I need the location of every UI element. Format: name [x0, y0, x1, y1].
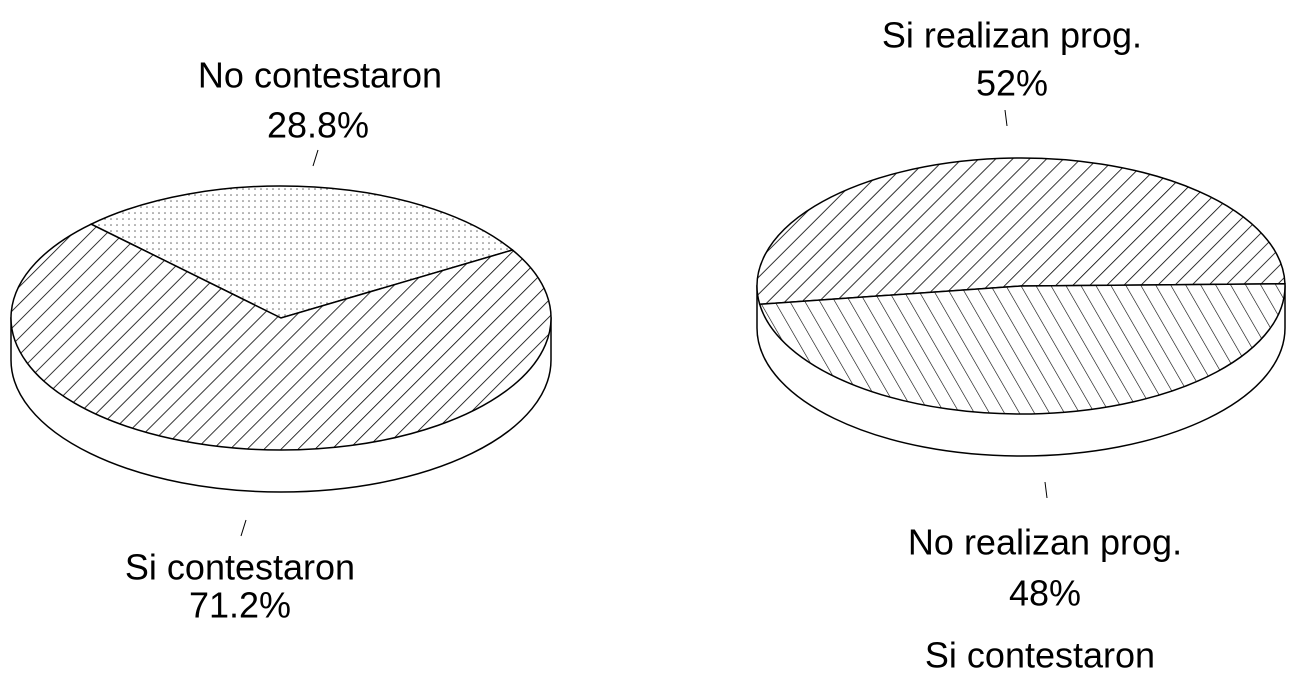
slice-value-label: 52%	[976, 63, 1048, 104]
pie-slice	[758, 283, 1286, 415]
slice-label: No contestaron	[198, 55, 442, 96]
pie-slice	[89, 185, 515, 319]
slice-label: Si realizan prog.	[882, 15, 1142, 56]
chart-title: Si contestaron	[925, 635, 1155, 676]
leader-line	[312, 149, 319, 167]
slice-value-label: 71.2%	[189, 585, 291, 626]
leader-line	[1044, 481, 1048, 499]
slice-value-label: 48%	[1009, 573, 1081, 614]
slice-value-label: 28.8%	[267, 105, 369, 146]
slice-label: Si contestaron	[125, 547, 355, 588]
leader-line	[1004, 109, 1008, 127]
slice-label: No realizan prog.	[908, 522, 1182, 563]
leader-line	[240, 519, 247, 537]
pie-slice	[10, 223, 552, 451]
pie-slice	[756, 157, 1286, 306]
